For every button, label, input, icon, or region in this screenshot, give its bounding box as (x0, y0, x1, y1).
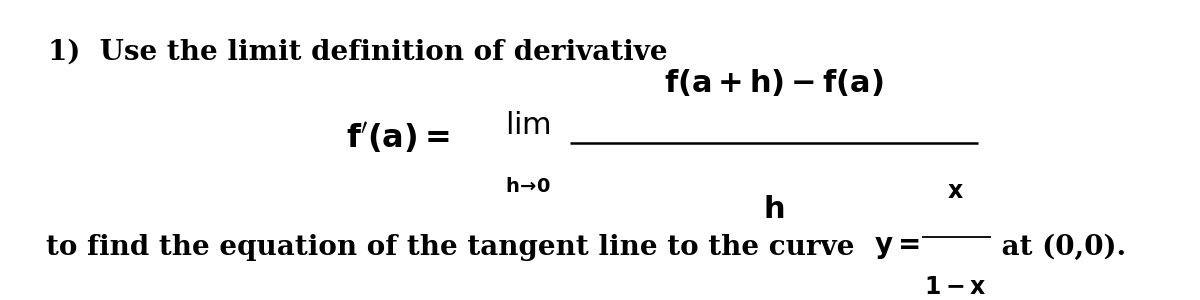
Text: to find the equation of the tangent line to the curve: to find the equation of the tangent line… (46, 234, 864, 261)
Text: $\mathbf{h\!\to\!0}$: $\mathbf{h\!\to\!0}$ (505, 176, 551, 196)
Text: $\mathbf{h}$: $\mathbf{h}$ (763, 194, 785, 226)
Text: 1)  Use the limit definition of derivative: 1) Use the limit definition of derivativ… (48, 39, 667, 66)
Text: $\mathbf{1-x}$: $\mathbf{1-x}$ (924, 277, 986, 299)
Text: $\mathbf{f'(a) = }$: $\mathbf{f'(a) = }$ (347, 121, 450, 155)
Text: $\mathbf{y =}$: $\mathbf{y =}$ (874, 234, 919, 261)
Text: $\mathbf{\lim}$: $\mathbf{\lim}$ (505, 110, 551, 142)
Text: $\mathbf{f(a+h) - f(a)}$: $\mathbf{f(a+h) - f(a)}$ (665, 68, 883, 100)
Text: at (0,0).: at (0,0). (992, 234, 1127, 261)
Text: $\mathbf{x}$: $\mathbf{x}$ (947, 181, 964, 203)
